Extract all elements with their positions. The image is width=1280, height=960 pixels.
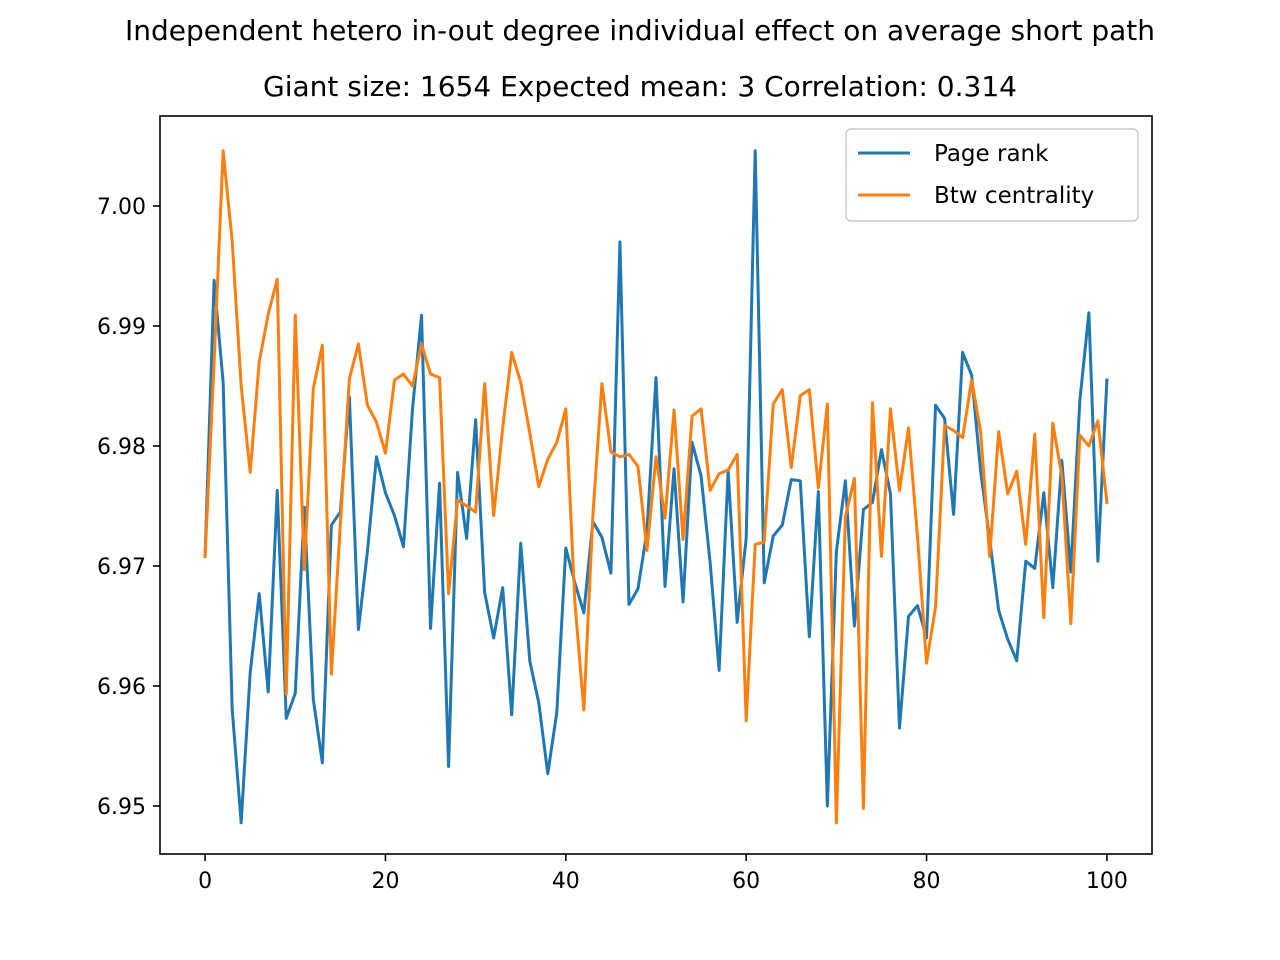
y-tick-label: 6.99 [97,315,146,340]
legend-label: Page rank [934,141,1049,167]
x-tick-label: 0 [198,869,212,894]
y-tick-label: 6.95 [97,795,146,820]
chart-title: Independent hetero in-out degree individ… [124,14,1156,47]
series-line-btw-centrality [203,149,1109,825]
x-axis: 0 20 40 60 80 100 [198,854,1128,894]
legend-label: Btw centrality [934,183,1094,209]
y-tick-label: 6.98 [97,435,146,460]
chart-subtitle: Giant size: 1654 Expected mean: 3 Correl… [263,70,1017,103]
x-tick-label: 60 [732,869,760,894]
x-tick-label: 20 [371,869,399,894]
x-tick-label: 100 [1086,869,1128,894]
y-tick-label: 7.00 [97,195,146,220]
x-tick-label: 40 [552,869,580,894]
x-tick-label: 80 [913,869,941,894]
legend-box [845,128,1139,222]
y-tick-label: 6.96 [97,675,146,700]
axes-frame [159,115,1153,855]
legend: Page rank Btw centrality [845,128,1139,222]
y-axis: 6.95 6.96 6.97 6.98 6.99 7.00 [97,195,160,820]
plot-lines [203,149,1109,825]
y-tick-label: 6.97 [97,555,146,580]
series-line-page-rank [203,149,1109,825]
